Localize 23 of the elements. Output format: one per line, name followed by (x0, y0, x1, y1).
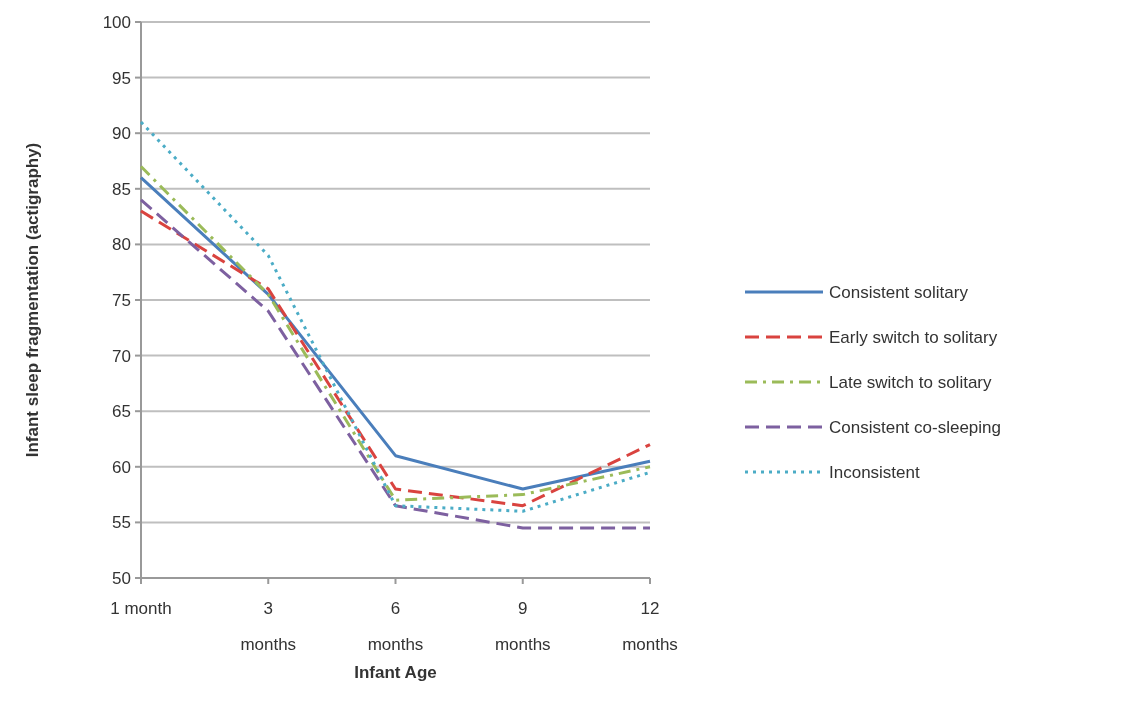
legend-label: Consistent solitary (829, 282, 969, 302)
legend-label: Consistent co-sleeping (829, 417, 1001, 437)
x-tick-label: 3 months (240, 599, 297, 654)
y-axis-title: Infant sleep fragmentation (actigraphy) (23, 142, 42, 458)
y-tick-label: 50 (112, 568, 131, 588)
y-tick-label: 75 (112, 290, 131, 310)
y-tick-label: 95 (112, 68, 131, 88)
y-tick-label: 100 (102, 12, 131, 32)
y-tick-label: 70 (112, 346, 131, 366)
y-tick-label: 85 (112, 179, 131, 199)
x-tick-label: 6 months (367, 599, 424, 654)
y-tick-label: 55 (112, 513, 131, 533)
legend-label: Late switch to solitary (829, 372, 993, 392)
x-tick-label: 12 months (622, 599, 678, 654)
legend-label: Early switch to solitary (829, 327, 998, 347)
x-axis-title: Infant Age (354, 663, 437, 682)
y-tick-label: 80 (112, 235, 131, 255)
x-tick-label: 1 month (110, 599, 172, 618)
y-tick-label: 90 (112, 124, 131, 144)
y-tick-label: 65 (112, 402, 131, 422)
x-tick-label: 9 months (494, 599, 551, 654)
y-tick-label: 60 (112, 457, 131, 477)
legend-label: Inconsistent (829, 462, 920, 482)
